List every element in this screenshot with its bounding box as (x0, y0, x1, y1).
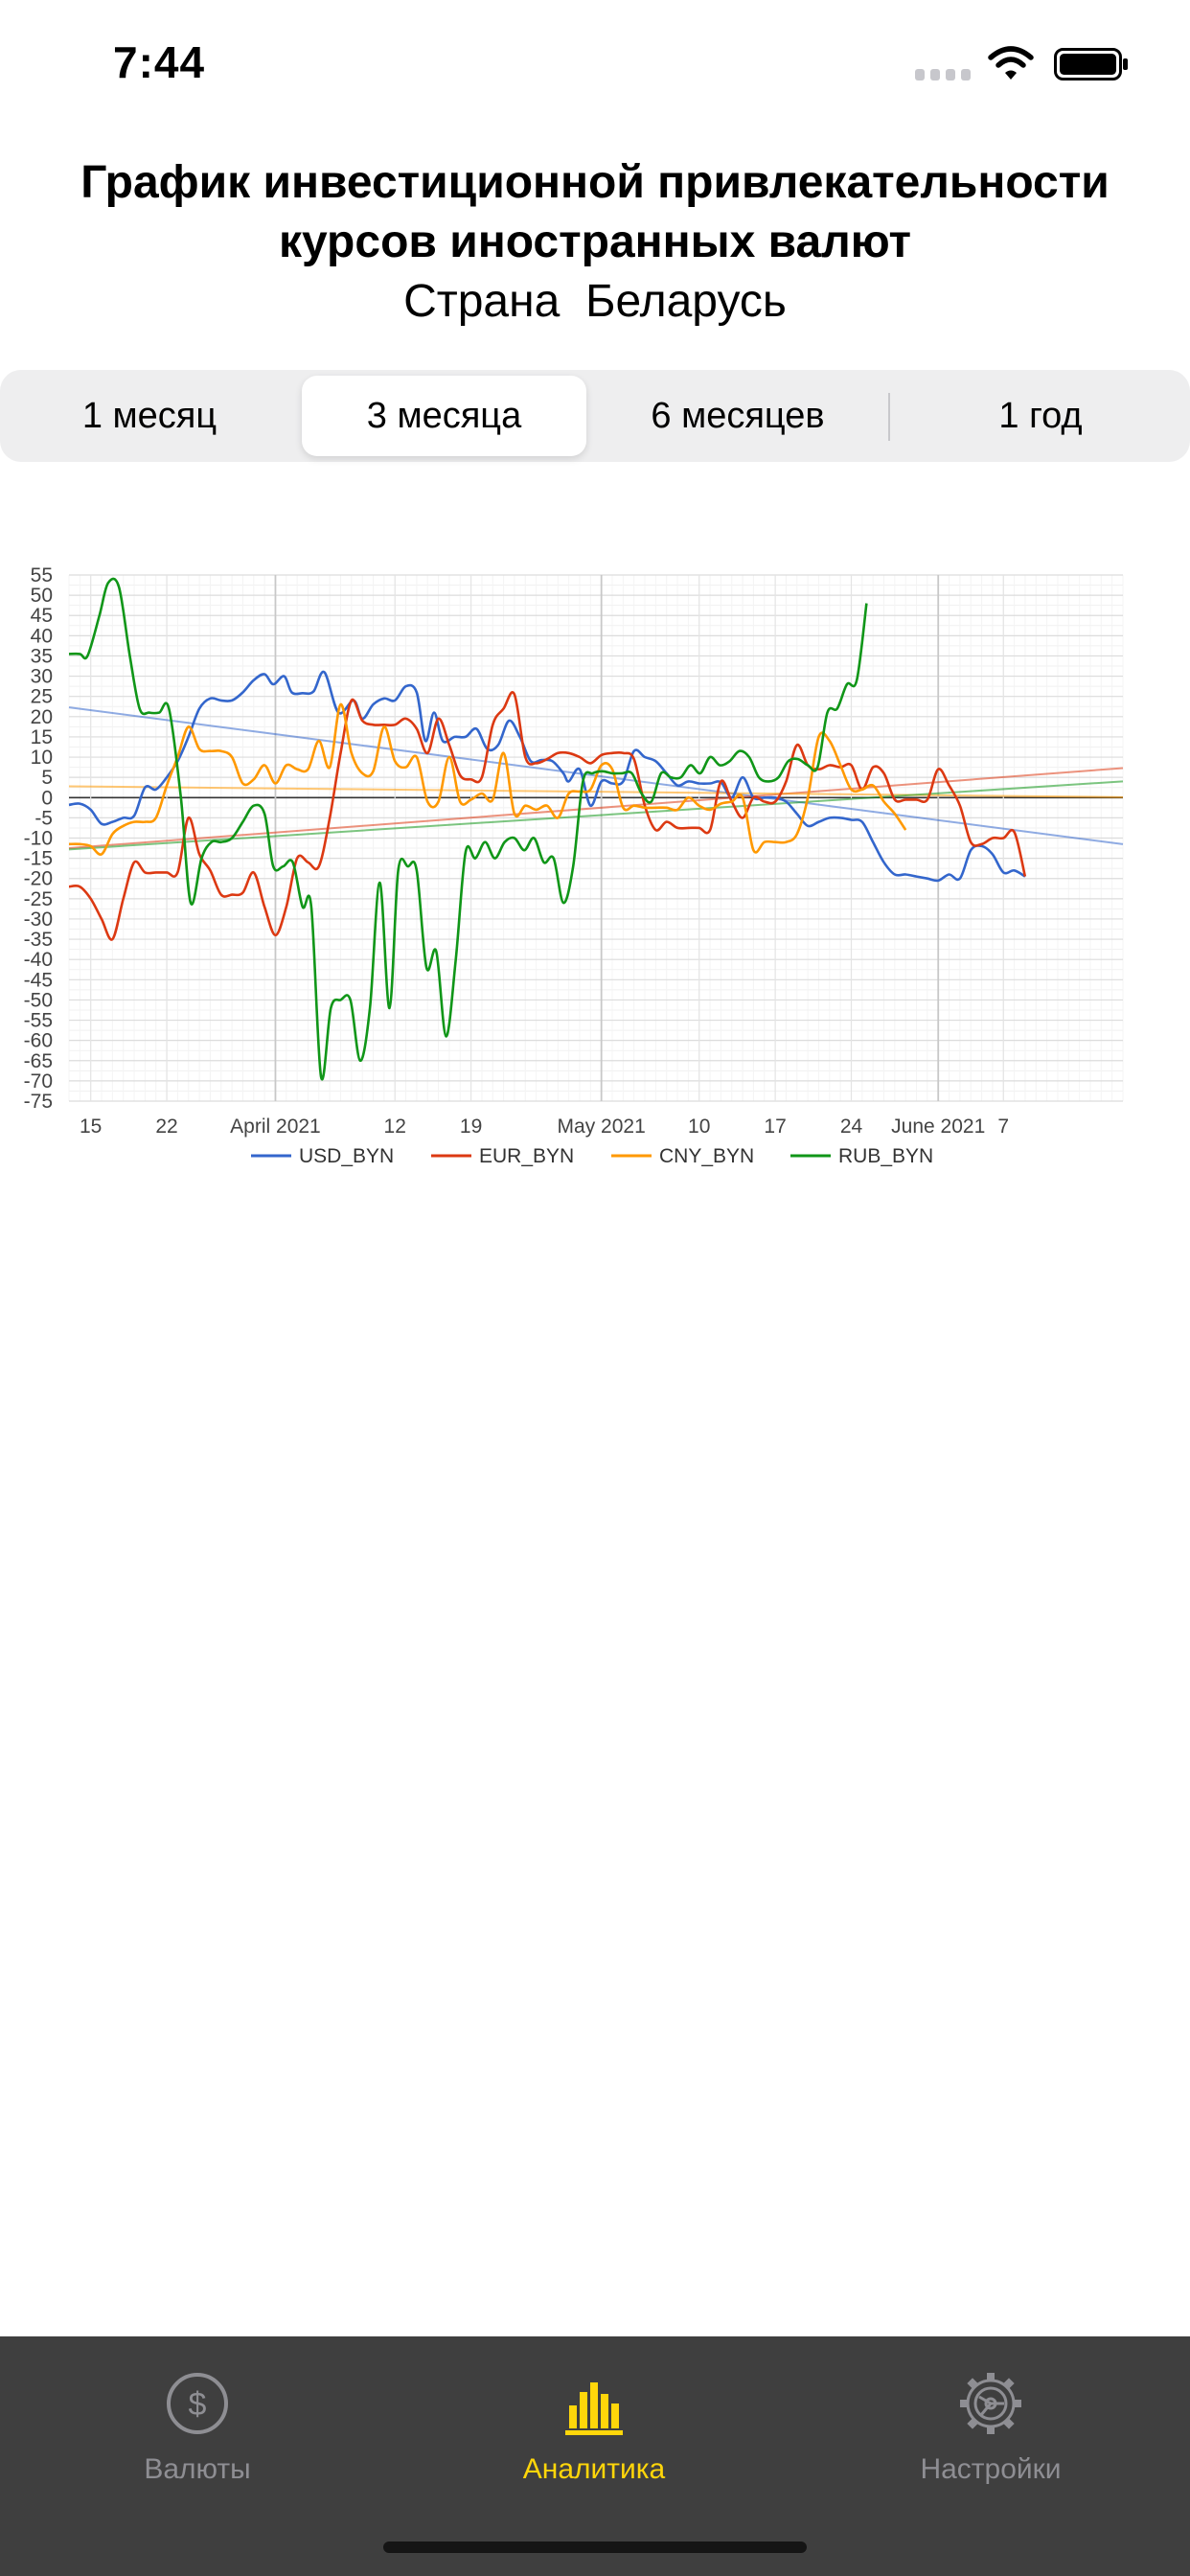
trendline-rub-byn (68, 780, 1124, 851)
page-title-line2: курсов иностранных валют (278, 217, 912, 267)
series-line-eur-byn (68, 691, 1027, 941)
chart-svg: 5550454035302520151050-5-10-15-20-25-30-… (24, 564, 1124, 1167)
status-time: 7:44 (113, 37, 206, 87)
tab-label-currencies: Валюты (144, 2453, 251, 2485)
y-tick-label: -15 (24, 848, 53, 870)
y-tick-label: -45 (24, 969, 53, 991)
y-tick-label: -65 (24, 1050, 53, 1072)
y-tick-label: 35 (31, 645, 53, 667)
svg-text:$: $ (189, 2386, 207, 2423)
x-tick-label: May 2021 (558, 1116, 646, 1138)
country-label: Страна (403, 276, 561, 327)
y-tick-label: -50 (24, 989, 53, 1011)
x-tick-label: 7 (997, 1116, 1009, 1138)
x-tick-label: 17 (764, 1116, 786, 1138)
y-tick-label: 5 (41, 767, 53, 789)
battery-icon (1054, 48, 1128, 80)
x-tick-label: April 2021 (230, 1116, 321, 1138)
page-title-line1: График инвестиционной привлекательности (80, 157, 1110, 208)
y-tick-label: -20 (24, 868, 53, 890)
y-tick-label: 15 (31, 726, 53, 748)
y-tick-label: -10 (24, 828, 53, 850)
legend-label: RUB_BYN (838, 1145, 933, 1167)
y-tick-label: 20 (31, 706, 53, 728)
x-tick-label: 15 (80, 1116, 102, 1138)
series-line-rub-byn (68, 577, 868, 1081)
tab-label-analytics: Аналитика (522, 2453, 666, 2485)
segment-divider (888, 393, 890, 441)
investment-chart: 55 50 45 40 35 30 25 20 15 10 5 0 -5 -10 -15 -20 -25 -30-… (0, 537, 1190, 1188)
home-indicator (383, 2542, 807, 2553)
y-tick-label: 40 (31, 625, 53, 647)
tab-label-settings: Настройки (920, 2453, 1062, 2485)
dollar-circle-icon: $ (167, 2373, 228, 2434)
y-tick-label: -35 (24, 929, 53, 951)
x-tick-label: 10 (688, 1116, 710, 1138)
cellular-signal-icon (915, 69, 971, 82)
y-tick-label: -60 (24, 1030, 53, 1052)
series-line-cny-byn (68, 702, 907, 856)
period-segmented-control: 1 месяц 3 месяца 6 месяцев 1 год (0, 370, 1190, 462)
legend-label: CNY_BYN (659, 1145, 754, 1167)
y-tick-label: -40 (24, 949, 53, 971)
y-tick-label: -30 (24, 908, 53, 931)
tab-settings[interactable]: Настройки (847, 2336, 1134, 2528)
segment-3-months[interactable]: 3 месяца (302, 376, 586, 456)
y-tick-label: 25 (31, 686, 53, 708)
bar-chart-icon (565, 2382, 623, 2435)
y-tick-label: 55 (31, 564, 53, 586)
tab-bar: $ Валюты Аналитика (0, 2336, 1190, 2576)
y-tick-label: -70 (24, 1070, 53, 1092)
x-tick-label: June 2021 (891, 1116, 985, 1138)
country-value: Беларусь (584, 276, 787, 327)
gear-icon (960, 2373, 1021, 2434)
segment-6-months[interactable]: 6 месяцев (651, 396, 825, 436)
y-tick-label: 30 (31, 666, 53, 688)
legend-label: USD_BYN (299, 1145, 394, 1167)
wifi-icon (988, 46, 1034, 80)
tab-currencies[interactable]: $ Валюты (54, 2336, 341, 2528)
y-tick-label: 10 (31, 747, 53, 769)
segment-1-year[interactable]: 1 год (998, 396, 1083, 436)
status-bar: 7:44 (0, 0, 1190, 125)
x-tick-label: 19 (460, 1116, 482, 1138)
x-tick-label: 12 (384, 1116, 406, 1138)
page-header: График инвестиционной привлекательности … (0, 153, 1190, 332)
legend-label: EUR_BYN (479, 1145, 574, 1167)
y-tick-label: 50 (31, 585, 53, 607)
y-tick-label: -55 (24, 1010, 53, 1032)
x-tick-label: 24 (840, 1116, 863, 1138)
y-tick-label: 0 (41, 787, 53, 809)
y-tick-label: -25 (24, 888, 53, 910)
tab-analytics[interactable]: Аналитика (450, 2336, 738, 2528)
y-tick-label: -75 (24, 1091, 53, 1113)
x-tick-label: 22 (155, 1116, 177, 1138)
y-tick-label: 45 (31, 605, 53, 627)
y-tick-label: -5 (34, 807, 53, 829)
segment-1-month[interactable]: 1 месяц (81, 396, 217, 436)
country-line: Страна Беларусь (0, 272, 1190, 332)
